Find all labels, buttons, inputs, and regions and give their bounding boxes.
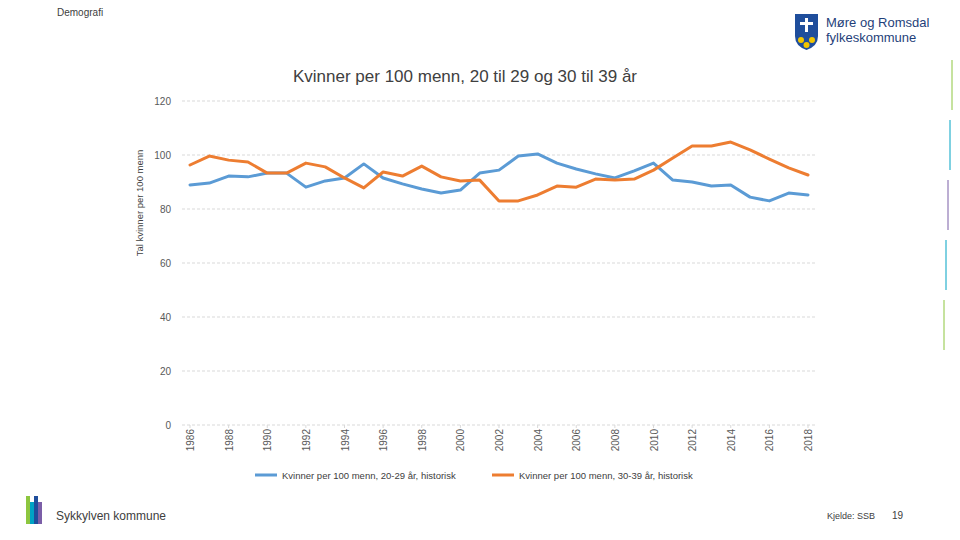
logo bbox=[795, 14, 818, 50]
x-tick bbox=[692, 425, 693, 428]
logo-cross bbox=[800, 22, 813, 25]
grid-line bbox=[182, 101, 815, 102]
x-tick bbox=[460, 425, 461, 428]
y-tick-label: 40 bbox=[160, 312, 172, 323]
y-tick-label: 80 bbox=[160, 204, 172, 215]
x-tick bbox=[190, 425, 191, 428]
series-line bbox=[190, 154, 808, 201]
x-tick-label: 1988 bbox=[224, 429, 235, 452]
y-tick-label: 20 bbox=[160, 366, 172, 377]
x-tick-label: 2018 bbox=[803, 429, 814, 452]
x-tick bbox=[576, 425, 577, 428]
logo-bell bbox=[798, 37, 804, 43]
x-tick-label: 2014 bbox=[726, 429, 737, 452]
source: Kjelde: SSB bbox=[827, 511, 875, 521]
decoration bbox=[944, 300, 945, 350]
page: Demografi Møre og Romsdalfylkeskommune Syk… bbox=[0, 0, 960, 540]
logo-shield bbox=[795, 14, 818, 50]
series-line bbox=[190, 142, 808, 201]
legend-label: Kvinner per 100 menn, 30-39 år, historis… bbox=[519, 470, 693, 481]
decoration bbox=[948, 180, 949, 230]
logo-text: Møre og Romsdal bbox=[826, 15, 929, 30]
x-tick bbox=[730, 425, 731, 428]
grid-line bbox=[182, 317, 815, 318]
legend-swatch bbox=[255, 474, 277, 477]
x-tick bbox=[769, 425, 770, 428]
x-tick-label: 1994 bbox=[340, 429, 351, 452]
decoration bbox=[950, 120, 951, 170]
plot-area bbox=[190, 142, 808, 201]
legend-swatch bbox=[492, 474, 514, 477]
y-axis-label: Tal kvinner per 100 menn bbox=[134, 150, 145, 257]
x-tick-label: 1992 bbox=[301, 429, 312, 452]
grid-line bbox=[182, 209, 815, 210]
x-tick-label: 1986 bbox=[185, 429, 196, 452]
x-tick-label: 1998 bbox=[417, 429, 428, 452]
x-tick-label: 1996 bbox=[378, 429, 389, 452]
y-tick-label: 120 bbox=[154, 96, 171, 107]
grid-line bbox=[182, 155, 815, 156]
y-tick-label: 60 bbox=[160, 258, 172, 269]
x-tick bbox=[499, 425, 500, 428]
x-tick bbox=[383, 425, 384, 428]
x-tick-label: 2016 bbox=[764, 429, 775, 452]
x-tick-label: 1990 bbox=[262, 429, 273, 452]
x-tick bbox=[653, 425, 654, 428]
y-tick-label: 0 bbox=[165, 420, 171, 431]
grid-line bbox=[182, 263, 815, 264]
decoration bbox=[952, 60, 953, 110]
chart-title: Kvinner per 100 menn, 20 til 29 og 30 ti… bbox=[293, 67, 637, 86]
x-tick bbox=[228, 425, 229, 428]
section-header: Demografi bbox=[57, 7, 103, 18]
x-tick bbox=[267, 425, 268, 428]
x-tick bbox=[305, 425, 306, 428]
x-tick-label: 2002 bbox=[494, 429, 505, 452]
x-tick-label: 2008 bbox=[610, 429, 621, 452]
x-tick-label: 2006 bbox=[571, 429, 582, 452]
footer-text: Sykkylven kommune bbox=[56, 509, 166, 523]
x-tick bbox=[344, 425, 345, 428]
grid-line bbox=[182, 371, 815, 372]
footer-icon bbox=[38, 502, 42, 524]
x-tick bbox=[614, 425, 615, 428]
x-tick bbox=[537, 425, 538, 428]
logo-text: fylkeskommune bbox=[826, 30, 916, 45]
decoration bbox=[946, 240, 947, 290]
legend-label: Kvinner per 100 menn, 20-29 år, historis… bbox=[282, 470, 456, 481]
x-tick bbox=[421, 425, 422, 428]
x-tick-label: 2010 bbox=[649, 429, 660, 452]
page-number: 19 bbox=[892, 510, 904, 521]
footer-icon bbox=[34, 496, 38, 524]
x-tick bbox=[808, 425, 809, 428]
footer-icon bbox=[30, 502, 34, 524]
x-tick-label: 2000 bbox=[455, 429, 466, 452]
logo-bell bbox=[809, 37, 815, 43]
x-tick-label: 2004 bbox=[533, 429, 544, 452]
logo-bell bbox=[804, 42, 810, 48]
y-tick-label: 100 bbox=[154, 150, 171, 161]
x-tick-label: 2012 bbox=[687, 429, 698, 452]
footer-icon bbox=[26, 496, 30, 524]
